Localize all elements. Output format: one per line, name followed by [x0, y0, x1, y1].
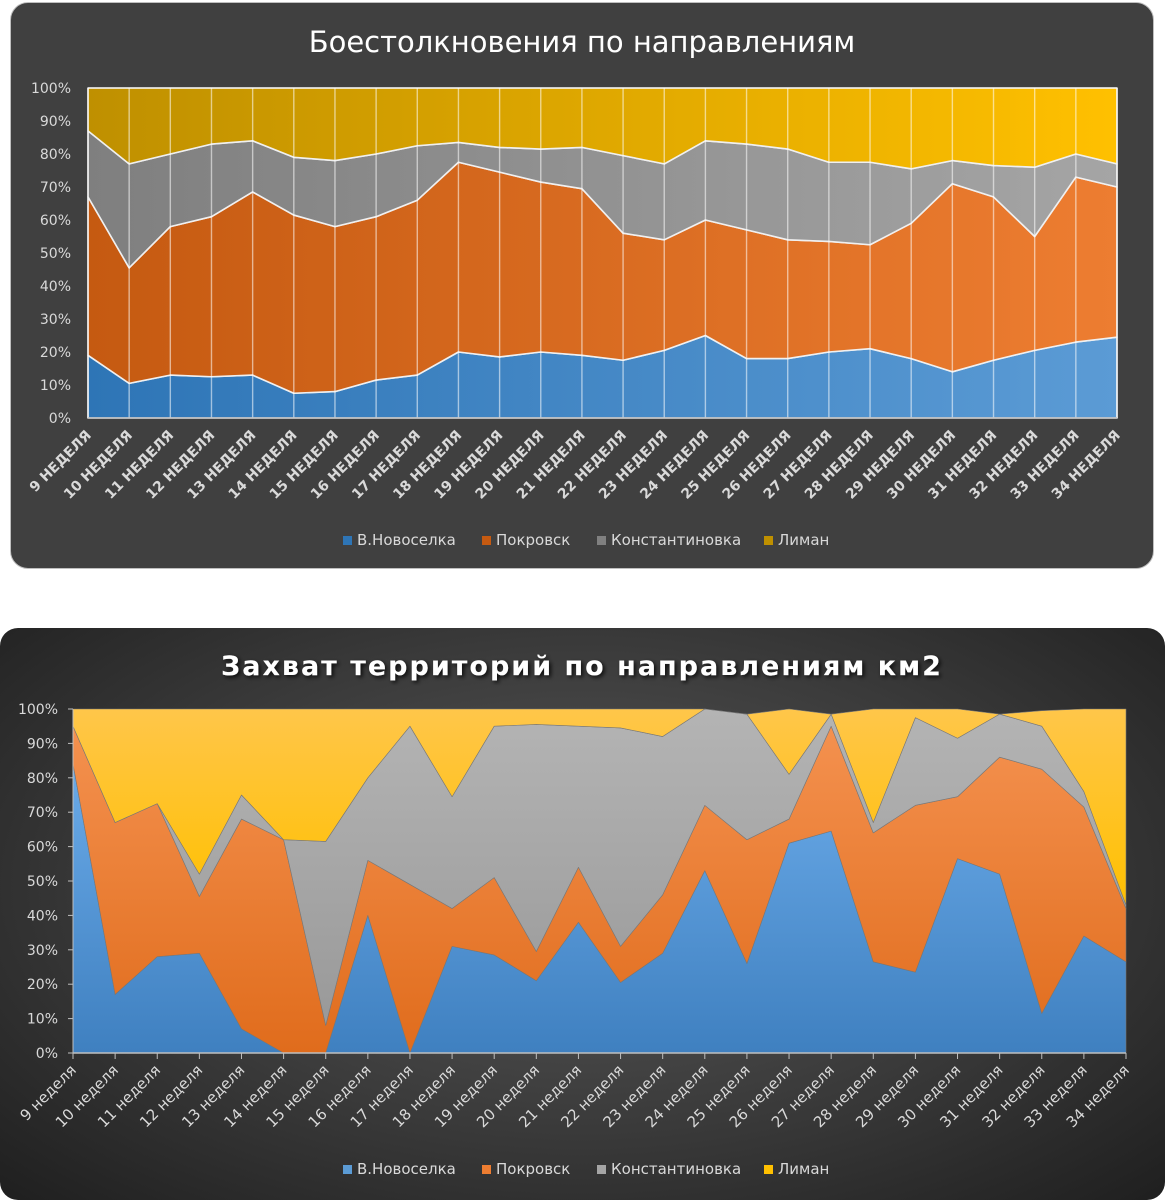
legend-label: Константиновка: [611, 1160, 741, 1178]
chart-title: Захват территорий по направлениям км2: [221, 651, 943, 682]
legend-label: Лиман: [778, 1160, 829, 1178]
y-tick-label: 50%: [27, 874, 58, 890]
legend-label: Лиман: [778, 531, 829, 549]
y-tick-label: 90%: [27, 736, 58, 752]
chart-1: Боестолкновения по направлениям 0% 10% 20% 3…: [27, 25, 1124, 549]
legend-label: Покровск: [496, 1160, 570, 1178]
legend-label: В.Новоселка: [357, 531, 456, 549]
y-tick-label: 10%: [27, 1012, 58, 1028]
y-tick-label: 100%: [18, 702, 58, 718]
legend-swatch: [764, 1165, 773, 1174]
y-tick-label: 80%: [40, 147, 71, 163]
y-tick-label: 50%: [40, 246, 71, 262]
y-tick-label: 70%: [40, 180, 71, 196]
y-tick-label: 40%: [40, 279, 71, 295]
y-tick-label: 30%: [27, 943, 58, 959]
y-tick-label: 70%: [27, 805, 58, 821]
area-4: [72, 708, 1127, 906]
legend-swatch: [482, 536, 491, 545]
legend-swatch: [482, 1165, 491, 1174]
y-tick-label: 100%: [31, 81, 71, 97]
y-tick-label: 90%: [40, 114, 71, 130]
y-tick-label: 40%: [27, 908, 58, 924]
legend-swatch: [764, 536, 773, 545]
y-tick-label: 10%: [40, 378, 71, 394]
y-tick-label: 60%: [40, 213, 71, 229]
legend-label: Покровск: [496, 531, 570, 549]
y-tick-label: 0%: [49, 411, 71, 427]
y-tick-label: 80%: [27, 771, 58, 787]
y-tick-label: 60%: [27, 840, 58, 856]
legend-swatch: [597, 536, 606, 545]
legend-swatch: [597, 1165, 606, 1174]
y-tick-label: 20%: [27, 977, 58, 993]
legend-label: Константиновка: [611, 531, 741, 549]
legend-swatch: [343, 536, 352, 545]
legend-label: В.Новоселка: [357, 1160, 456, 1178]
y-tick-label: 0%: [36, 1046, 58, 1062]
y-tick-label: 20%: [40, 345, 71, 361]
chart-title: Боестолкновения по направлениям: [309, 25, 856, 59]
chart-2: Захват территорий по направлениям км2 0% 1…: [16, 651, 1132, 1178]
legend-swatch: [343, 1165, 352, 1174]
y-tick-label: 30%: [40, 312, 71, 328]
